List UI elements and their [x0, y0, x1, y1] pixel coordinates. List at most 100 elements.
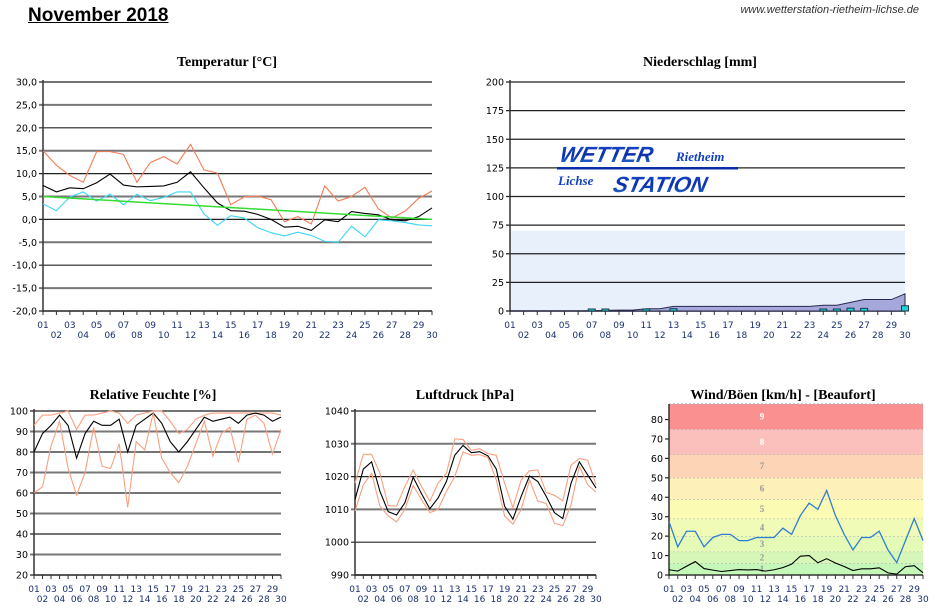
y-tick-label: 100	[10, 407, 28, 418]
y-tick-label: 70	[16, 468, 28, 479]
y-tick-label: 10	[651, 551, 663, 562]
x-tick-label: 07	[118, 321, 129, 331]
x-tick-label: 01	[28, 585, 39, 595]
precipitation-daily-bar	[819, 308, 828, 312]
x-tick-label: 09	[416, 585, 428, 595]
x-tick-label: 27	[858, 321, 869, 331]
y-tick-label: 1040	[325, 407, 349, 418]
x-tick-label: 29	[267, 585, 279, 595]
x-tick-label: 23	[856, 585, 867, 595]
x-tick-label: 22	[524, 595, 535, 605]
y-tick-label: 25,0	[16, 100, 37, 111]
x-tick-label: 22	[207, 595, 218, 605]
x-tick-label: 13	[130, 585, 141, 595]
y-tick-label: 1010	[325, 505, 349, 516]
beaufort-band-6	[669, 477, 923, 500]
y-tick-label: 1020	[325, 472, 349, 483]
x-tick-label: 27	[386, 321, 397, 331]
x-tick-label: 02	[51, 331, 62, 341]
x-tick-label: 14	[457, 595, 469, 605]
x-tick-label: 19	[499, 585, 511, 595]
x-tick-label: 10	[627, 331, 639, 341]
pressure-chart: 1040103010201010100099001020304050607080…	[325, 407, 602, 606]
x-tick-label: 10	[105, 595, 117, 605]
x-tick-label: 23	[532, 585, 543, 595]
x-tick-label: 26	[241, 595, 253, 605]
x-tick-label: 15	[225, 321, 236, 331]
wind-series-böen	[668, 488, 924, 564]
x-tick-label: 26	[557, 595, 569, 605]
x-tick-label: 02	[672, 595, 683, 605]
x-tick-label: 17	[165, 585, 176, 595]
x-tick-label: 23	[332, 321, 343, 331]
x-tick-label: 07	[586, 321, 597, 331]
x-tick-label: 01	[663, 585, 674, 595]
x-tick-label: 09	[145, 321, 157, 331]
y-tick-label: 25	[492, 278, 504, 289]
x-tick-label: 03	[681, 585, 692, 595]
x-tick-label: 19	[821, 585, 833, 595]
y-tick-label: 30	[651, 512, 663, 523]
y-tick-label: 60	[651, 454, 663, 465]
x-tick-label: 22	[847, 595, 858, 605]
logo-lichse: Lichse	[557, 173, 594, 188]
x-tick-label: 05	[559, 321, 570, 331]
beaufort-label: 6	[760, 484, 765, 494]
x-tick-label: 28	[399, 331, 411, 341]
pressure-series-min	[354, 451, 597, 527]
x-tick-label: 18	[736, 331, 748, 341]
x-tick-label: 02	[358, 595, 369, 605]
humidity-series-min	[33, 412, 282, 508]
humidity-chart: 1009080706050403020010203040506070809101…	[10, 407, 287, 606]
y-tick-label: 30,0	[16, 78, 37, 89]
x-tick-label: 11	[432, 585, 443, 595]
x-tick-label: 12	[122, 595, 133, 605]
x-tick-label: 24	[865, 595, 877, 605]
x-tick-label: 05	[62, 585, 73, 595]
beaufort-band-2	[669, 551, 923, 564]
beaufort-label: 8	[760, 437, 765, 447]
x-tick-label: 13	[198, 321, 209, 331]
y-tick-label: 50	[16, 509, 28, 520]
x-tick-label: 25	[233, 585, 244, 595]
x-tick-label: 21	[777, 321, 788, 331]
beaufort-label: 2	[760, 553, 765, 563]
precipitation-daily-bar	[587, 308, 596, 312]
x-tick-label: 25	[873, 585, 884, 595]
humidity-chart-title: Relative Feuchte [%]	[90, 388, 217, 403]
x-tick-label: 21	[306, 321, 317, 331]
x-tick-label: 14	[777, 595, 789, 605]
wind-series-wind	[668, 555, 924, 575]
site-url[interactable]: www.wetterstation-rietheim-lichse.de	[740, 4, 919, 16]
x-tick-label: 16	[238, 331, 250, 341]
x-tick-label: 10	[158, 331, 170, 341]
x-tick-label: 18	[812, 595, 824, 605]
precipitation-reference-band	[510, 230, 905, 311]
x-tick-label: 23	[216, 585, 227, 595]
beaufort-band-1	[669, 563, 923, 575]
page-title: November 2018	[28, 5, 169, 26]
x-tick-label: 28	[258, 595, 270, 605]
y-tick-label: 100	[486, 192, 504, 203]
x-tick-label: 04	[545, 331, 557, 341]
logo-wetter: WETTER	[558, 142, 656, 167]
temperature-chart: 30,0 25,0 20,0 15,0 10,0 5,0 0,0 -5,0 -10,0 -15,0…	[12, 78, 438, 342]
precipitation-chart: 200 175 150 125 100 75 50 25 0010203040506070809…	[486, 78, 911, 342]
beaufort-label: 3	[760, 539, 765, 549]
x-tick-label: 24	[346, 331, 358, 341]
y-tick-label: -10,0	[12, 261, 37, 272]
x-tick-label: 08	[725, 595, 737, 605]
x-tick-label: 30	[590, 595, 602, 605]
x-tick-label: 21	[515, 585, 526, 595]
x-tick-label: 19	[749, 321, 761, 331]
x-tick-label: 13	[668, 321, 679, 331]
precipitation-daily-bar	[669, 308, 678, 312]
y-tick-label: 20	[16, 571, 28, 582]
x-tick-label: 03	[45, 585, 56, 595]
y-tick-label: -15,0	[12, 284, 37, 295]
beaufort-label: 4	[760, 522, 765, 532]
x-tick-label: 15	[466, 585, 477, 595]
pressure-chart-title: Luftdruck [hPa]	[416, 388, 514, 403]
temperature-chart-title: Temperatur [°C]	[177, 55, 277, 70]
